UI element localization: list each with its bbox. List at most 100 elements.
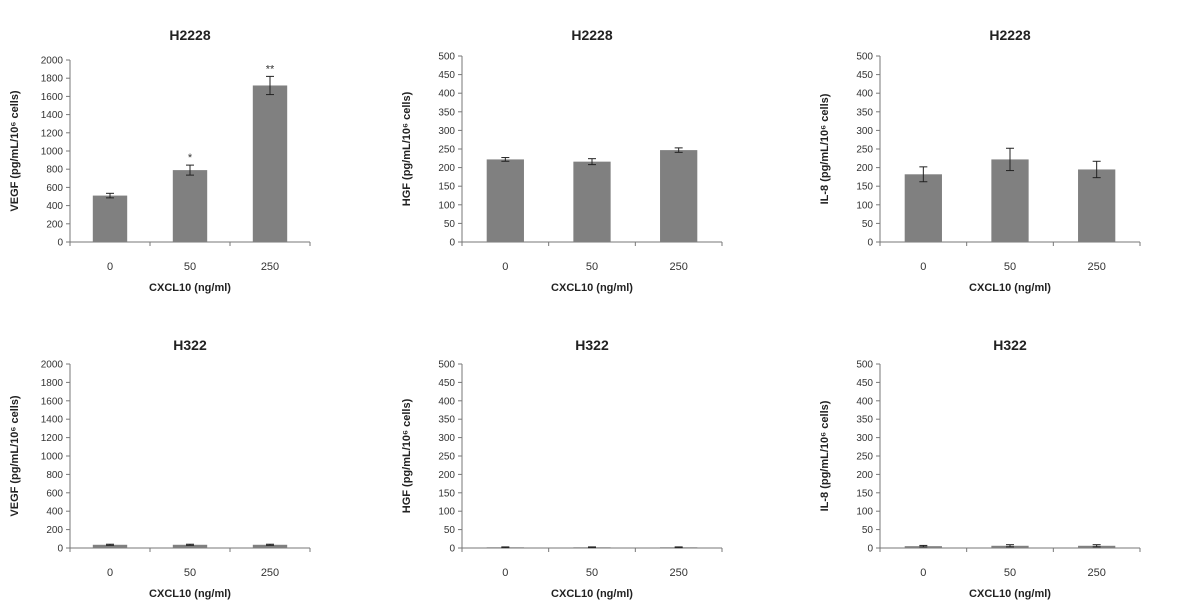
y-tick-label: 350: [438, 107, 455, 118]
y-tick-label: 1200: [41, 433, 64, 444]
bar: [92, 195, 128, 242]
y-tick-label: 400: [438, 396, 455, 407]
y-tick-label: 0: [57, 238, 63, 249]
x-axis-label: CXCL10 (ng/ml): [969, 282, 1051, 294]
bar: [172, 544, 208, 548]
y-tick-label: 100: [856, 200, 873, 211]
y-axis-label: VEGF (pg/mL/10⁶ cells): [9, 395, 21, 517]
y-tick-label: 250: [856, 145, 873, 156]
x-tick-label: 50: [184, 567, 196, 579]
bar: [991, 159, 1029, 242]
y-tick-label: 500: [856, 360, 873, 371]
x-tick-label: 250: [261, 567, 279, 579]
y-tick-label: 200: [438, 163, 455, 174]
y-tick-label: 350: [856, 107, 873, 118]
y-tick-label: 300: [856, 126, 873, 137]
y-tick-label: 300: [438, 433, 455, 444]
y-tick-label: 1800: [41, 378, 64, 389]
y-tick-label: 250: [856, 452, 873, 463]
chart-title: H322: [173, 337, 207, 353]
x-tick-label: 250: [261, 261, 279, 273]
x-tick-label: 0: [107, 261, 113, 273]
y-tick-label: 250: [438, 145, 455, 156]
x-tick-label: 50: [184, 261, 196, 273]
x-axis-label: CXCL10 (ng/ml): [149, 588, 231, 600]
y-tick-label: 350: [438, 415, 455, 426]
y-tick-label: 800: [46, 470, 63, 481]
x-tick-label: 0: [502, 261, 508, 273]
y-tick-label: 350: [856, 415, 873, 426]
y-tick-label: 1600: [41, 92, 64, 103]
y-tick-label: 400: [856, 89, 873, 100]
y-tick-label: 1000: [41, 452, 64, 463]
y-tick-label: 450: [438, 70, 455, 81]
bar: [252, 85, 288, 242]
chart-panel-5: H322 0 50 100 150 200 250 300 350 400 450 500 0 50 250…: [401, 337, 723, 600]
y-axis-label: IL-8 (pg/mL/10⁶ cells): [819, 400, 831, 511]
chart-title: H2228: [989, 27, 1030, 43]
significance-marker: *: [188, 152, 193, 164]
x-tick-label: 50: [1004, 567, 1016, 579]
y-tick-label: 0: [57, 544, 63, 555]
chart-panel-2: H2228 0 50 100 150 200 250 300 350 400 450 500 0 50 25…: [401, 27, 723, 294]
y-tick-label: 50: [862, 525, 874, 536]
y-tick-label: 2000: [41, 56, 64, 67]
y-tick-label: 400: [46, 201, 63, 212]
y-tick-label: 600: [46, 488, 63, 499]
chart-title: H2228: [169, 27, 210, 43]
y-tick-label: 1800: [41, 74, 64, 85]
y-tick-label: 50: [862, 219, 874, 230]
y-tick-label: 50: [444, 525, 456, 536]
bar: [252, 544, 288, 548]
y-tick-label: 500: [438, 360, 455, 371]
y-tick-label: 50: [444, 219, 456, 230]
y-tick-label: 1000: [41, 147, 64, 158]
y-tick-label: 100: [856, 507, 873, 518]
y-axis-label: HGF (pg/mL/10⁶ cells): [401, 91, 413, 206]
x-tick-label: 0: [502, 567, 508, 579]
y-tick-label: 200: [46, 219, 63, 230]
y-tick-label: 150: [438, 488, 455, 499]
y-tick-label: 300: [856, 433, 873, 444]
y-tick-label: 450: [856, 378, 873, 389]
y-tick-label: 800: [46, 165, 63, 176]
x-tick-label: 0: [920, 567, 926, 579]
x-axis-label: CXCL10 (ng/ml): [969, 588, 1051, 600]
y-tick-label: 1400: [41, 110, 64, 121]
y-axis-label: IL-8 (pg/mL/10⁶ cells): [819, 93, 831, 204]
x-tick-label: 250: [1087, 567, 1105, 579]
y-tick-label: 0: [449, 238, 455, 249]
bar: [573, 161, 611, 242]
y-tick-label: 150: [856, 182, 873, 193]
x-tick-label: 50: [586, 567, 598, 579]
bar: [904, 174, 942, 242]
y-tick-label: 500: [856, 52, 873, 63]
bar: [172, 170, 208, 242]
bar: [92, 544, 128, 548]
y-tick-label: 150: [438, 182, 455, 193]
bar: [660, 150, 698, 242]
y-tick-label: 200: [438, 470, 455, 481]
y-tick-label: 1600: [41, 396, 64, 407]
y-tick-label: 450: [856, 70, 873, 81]
y-tick-label: 250: [438, 452, 455, 463]
y-axis-label: HGF (pg/mL/10⁶ cells): [401, 398, 413, 513]
bar: [1078, 169, 1116, 242]
y-tick-label: 0: [449, 544, 455, 555]
y-tick-label: 2000: [41, 360, 64, 371]
y-tick-label: 600: [46, 183, 63, 194]
y-tick-label: 450: [438, 378, 455, 389]
y-tick-label: 200: [856, 163, 873, 174]
y-tick-label: 500: [438, 52, 455, 63]
x-tick-label: 50: [586, 261, 598, 273]
x-axis-label: CXCL10 (ng/ml): [551, 282, 633, 294]
x-tick-label: 250: [1087, 261, 1105, 273]
y-tick-label: 200: [856, 470, 873, 481]
y-tick-label: 100: [438, 507, 455, 518]
significance-marker: **: [266, 63, 275, 75]
chart-panel-6: H322 0 50 100 150 200 250 300 350 400 450 500 0 50 250…: [819, 337, 1141, 600]
y-tick-label: 400: [856, 396, 873, 407]
x-axis-label: CXCL10 (ng/ml): [149, 282, 231, 294]
y-tick-label: 100: [438, 200, 455, 211]
